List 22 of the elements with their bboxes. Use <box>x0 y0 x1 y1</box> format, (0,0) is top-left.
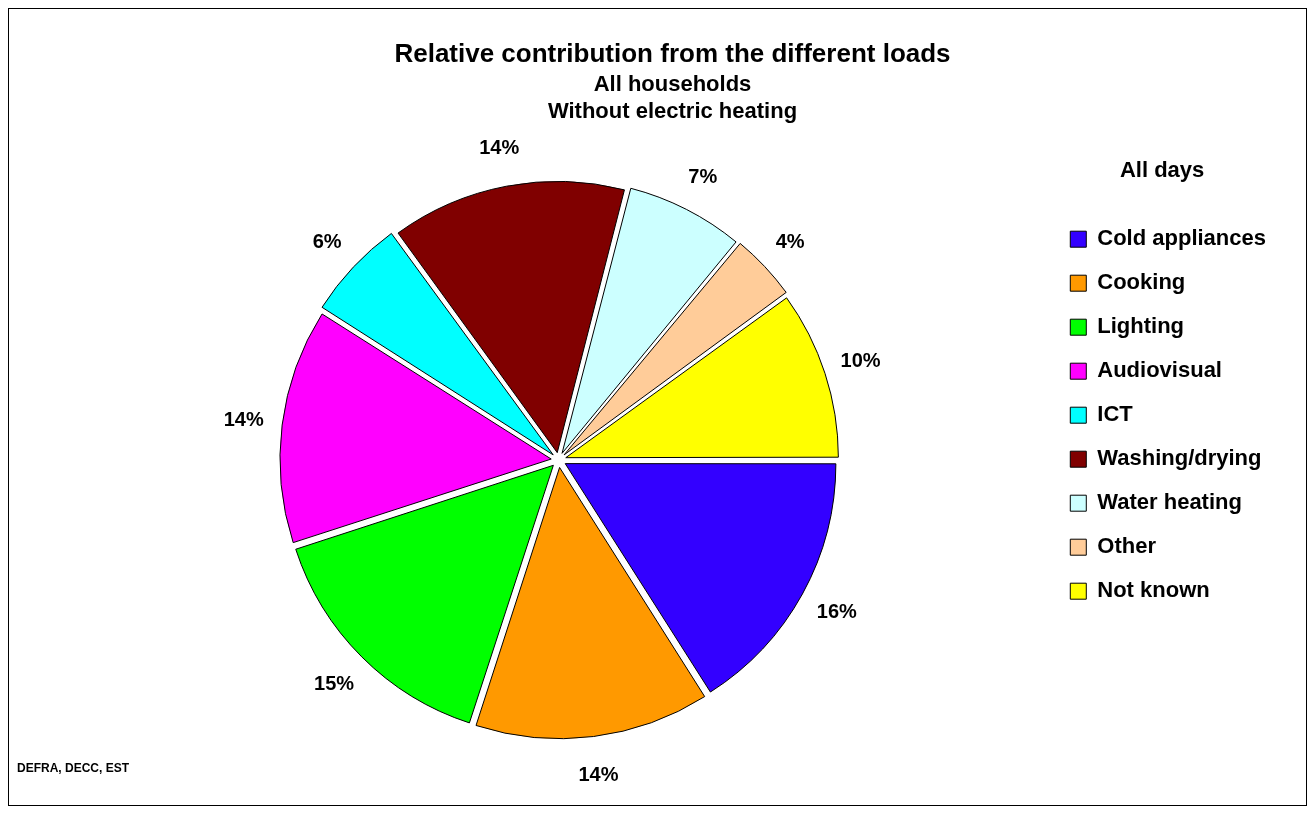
legend-label: Cooking <box>1097 269 1186 295</box>
data-label: 4% <box>775 230 805 253</box>
data-label: 14% <box>223 407 264 430</box>
legend-label: Audiovisual <box>1097 357 1222 383</box>
legend-label: Not known <box>1097 577 1210 603</box>
data-label: 16% <box>816 600 858 623</box>
data-label: 7% <box>688 164 718 187</box>
legend-label: Other <box>1097 533 1157 559</box>
legend-title: All days <box>1119 156 1205 182</box>
data-label: 10% <box>840 349 881 372</box>
chart-title: Relative contribution from the different loads <box>394 37 951 68</box>
legend-label: Lighting <box>1097 313 1185 339</box>
data-label: 6% <box>312 230 342 253</box>
legend-label: Cold appliances <box>1097 225 1267 251</box>
legend-label: ICT <box>1097 401 1134 427</box>
data-label: 14% <box>578 762 619 785</box>
text: DEFRA, DECC, EST <box>17 761 130 775</box>
data-label: 14% <box>479 135 520 158</box>
chart-subtitle: All households Without electric heating <box>547 71 798 123</box>
legend-label: Washing/drying <box>1097 445 1262 471</box>
legend-label: Water heating <box>1097 489 1242 515</box>
data-label: 15% <box>314 672 355 695</box>
